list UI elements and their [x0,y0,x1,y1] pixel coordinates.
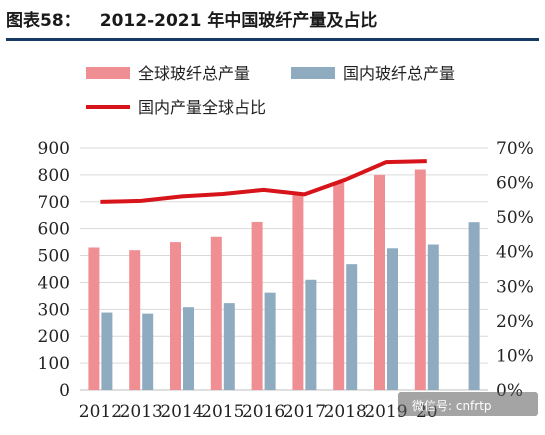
y-tick-label: 900 [38,139,70,159]
chart-header: 图表58： 2012-2021 年中国玻纤产量及占比 [6,6,539,34]
bar-china-production [223,303,235,390]
x-tick-label: 2017 [283,402,326,422]
legend-swatch [291,67,335,79]
line-china-share [100,159,427,204]
legend-label: 国内玻纤总产量 [343,64,455,83]
bar-china-production [305,279,317,390]
y2-tick-label: 30% [496,277,534,297]
y2-tick-label: 60% [496,174,534,194]
watermark-chip [398,392,538,416]
y-tick-label: 700 [38,193,70,213]
bar-china-production [468,222,480,390]
y-tick-label: 200 [38,327,70,347]
y2-tick-label: 20% [496,312,534,332]
legend-swatch [86,67,130,79]
x-tick-label: 2012 [79,402,122,422]
x-tick-label: 2013 [120,402,163,422]
y2-tick-label: 10% [496,346,534,366]
bar-global-production [170,242,181,390]
y-tick-label: 100 [38,354,70,374]
chart-title: 2012-2021 年中国玻纤产量及占比 [99,11,378,31]
bar-global-production [88,247,100,390]
y2-tick-label: 70% [496,139,534,159]
y-tick-label: 400 [38,273,70,293]
y2-tick-label: 40% [496,243,534,263]
bar-china-production [264,292,276,390]
x-tick-label: 2016 [242,402,285,422]
bar-china-production [387,248,398,390]
legend-label: 全球玻纤总产量 [138,64,250,83]
title-divider [6,38,539,41]
figure-label: 图表58： [6,11,81,31]
bar-global-production [333,182,345,390]
y-tick-label: 800 [38,166,70,186]
bar-global-production [414,169,426,390]
bar-china-production [142,313,154,390]
y-tick-label: 300 [38,300,70,320]
bar-global-production [292,195,304,390]
y-tick-label: 500 [38,247,70,267]
x-tick-label: 2015 [201,402,244,422]
bar-global-production [129,250,141,390]
bar-global-production [210,236,222,390]
bar-china-production [101,312,113,390]
y-tick-label: 0 [59,381,70,401]
legend-label: 国内产量全球占比 [138,98,266,117]
x-tick-label: 2018 [324,402,367,422]
y-tick-label: 600 [38,220,70,240]
y2-tick-label: 50% [496,208,534,228]
x-tick-label: 2014 [160,402,203,422]
bar-china-production [183,307,194,390]
watermark-text: 微信号: cnfrtp [412,399,492,413]
bar-global-production [374,174,385,390]
bar-china-production [427,244,439,390]
bar-china-production [346,264,358,390]
bar-global-production [251,221,263,390]
x-tick-label: 2019 [364,402,407,422]
